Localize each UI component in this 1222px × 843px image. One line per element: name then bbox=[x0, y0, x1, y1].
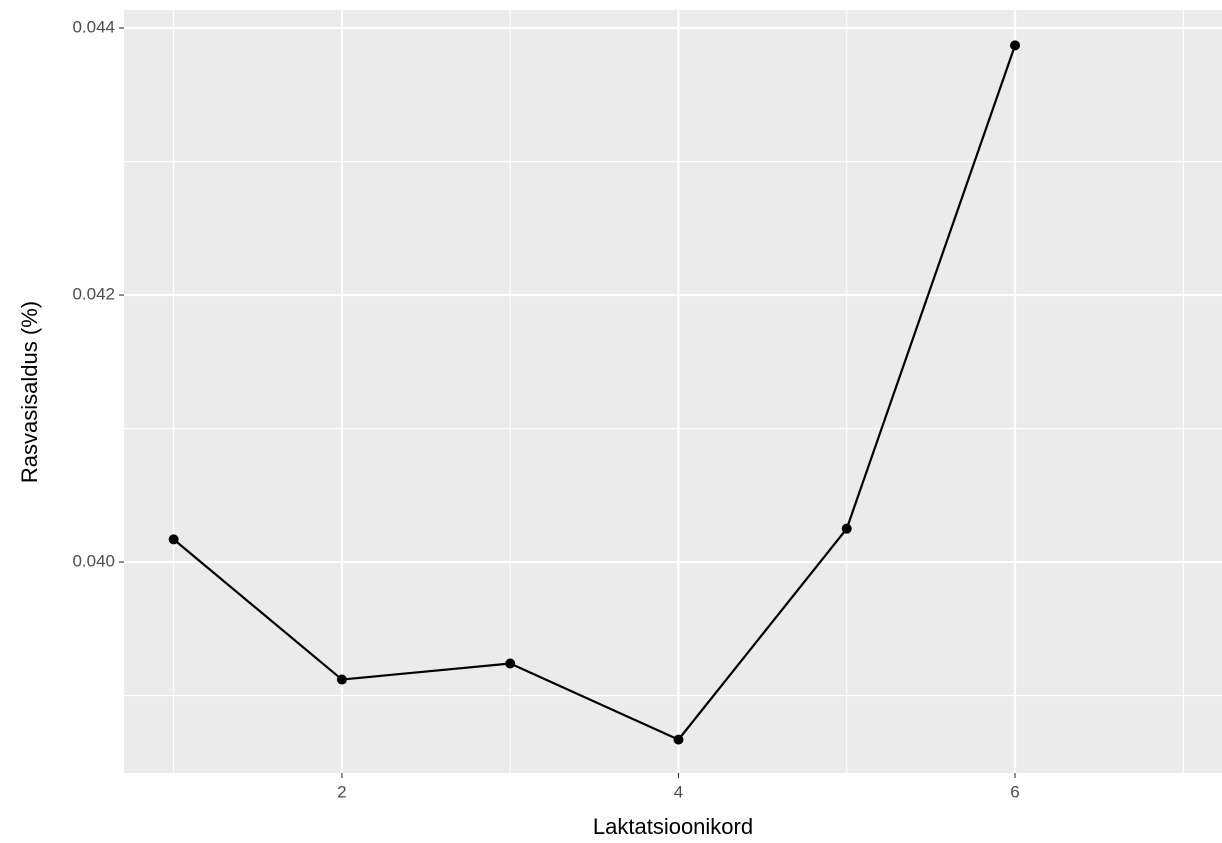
point bbox=[673, 734, 684, 745]
x-tick-label: 6 bbox=[1010, 782, 1019, 801]
point bbox=[336, 674, 347, 685]
line bbox=[172, 45, 1017, 741]
x-tick-label: 4 bbox=[674, 782, 683, 801]
y-tick-label: 0.044 bbox=[72, 18, 115, 37]
point bbox=[168, 534, 179, 545]
point bbox=[841, 523, 852, 534]
point bbox=[1010, 40, 1021, 51]
y-axis-title: Rasvasisaldus (%) bbox=[17, 301, 42, 483]
x-tick-label: 2 bbox=[337, 782, 346, 801]
y-tick-label: 0.042 bbox=[72, 285, 115, 304]
x-axis-title: Laktatsioonikord bbox=[593, 814, 753, 839]
panel bbox=[124, 10, 1222, 773]
point bbox=[505, 658, 516, 669]
y-tick-label: 0.040 bbox=[72, 552, 115, 571]
